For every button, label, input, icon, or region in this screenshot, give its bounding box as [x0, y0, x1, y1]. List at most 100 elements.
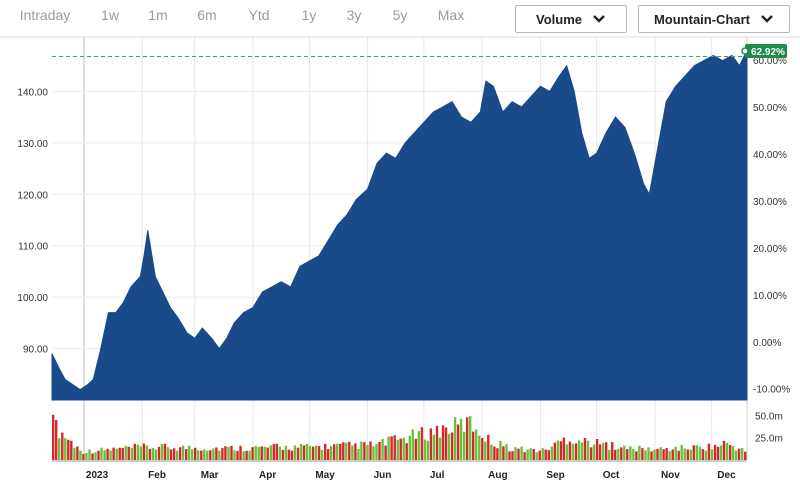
- axes: 90.00 100.00 110.00 120.00 130.00 140.00 -10.0…: [17, 56, 790, 481]
- volume-bar: [719, 445, 723, 460]
- volume-bar: [608, 449, 611, 460]
- volume-bar: [420, 427, 424, 460]
- volume-bar: [710, 449, 714, 460]
- tab-1y[interactable]: 1y: [301, 7, 317, 23]
- volume-bar: [239, 445, 242, 460]
- volume-bar: [82, 453, 85, 460]
- volume-bar: [70, 440, 73, 460]
- tab-5y[interactable]: 5y: [392, 7, 408, 23]
- volume-bar: [568, 441, 572, 460]
- volume-bar: [263, 446, 266, 460]
- tab-max[interactable]: Max: [437, 7, 465, 23]
- volume-bar: [611, 442, 614, 460]
- volume-bar: [178, 447, 182, 460]
- volume-bar: [707, 443, 711, 460]
- volume-bar: [411, 429, 414, 460]
- volume-bar: [695, 445, 698, 460]
- price-tick-label: 100.00: [17, 293, 48, 304]
- volume-bar: [139, 446, 142, 460]
- x-tick-label: Mar: [201, 470, 219, 481]
- volume-bar: [429, 428, 433, 460]
- volume-bar: [490, 444, 493, 460]
- volume-bar: [133, 443, 136, 460]
- tab-1m[interactable]: 1m: [148, 7, 168, 23]
- volume-bar: [505, 444, 508, 460]
- volume-bar: [453, 417, 457, 460]
- volume-bar: [432, 434, 436, 460]
- volume-bar: [266, 447, 269, 460]
- volume-bar: [556, 440, 559, 460]
- volume-bar: [369, 441, 372, 460]
- volume-bar: [496, 448, 499, 460]
- volume-bar: [662, 449, 665, 460]
- tab-6m[interactable]: 6m: [197, 7, 217, 23]
- volume-bar: [632, 449, 635, 460]
- volume-bar: [121, 447, 124, 460]
- volume-bar: [456, 424, 460, 460]
- tab-3y[interactable]: 3y: [346, 7, 362, 23]
- volume-bar: [197, 450, 200, 460]
- volume-bar: [200, 450, 203, 460]
- volume-bar: [523, 452, 526, 460]
- volume-bar: [647, 447, 650, 460]
- volume-bar: [52, 414, 55, 460]
- volume-bar: [671, 449, 674, 460]
- volume-bar: [378, 442, 381, 460]
- volume-bar: [115, 448, 118, 460]
- volume-bar: [293, 445, 297, 460]
- volume-bar: [166, 447, 170, 460]
- volume-bar: [641, 448, 644, 460]
- volume-bar: [629, 446, 632, 460]
- volume-bar: [580, 442, 584, 460]
- volume-bar: [124, 445, 127, 460]
- x-tick-label: Jul: [430, 470, 445, 481]
- volume-bar: [435, 425, 439, 460]
- volume-bar: [257, 446, 260, 460]
- volume-bar: [674, 446, 677, 460]
- volume-bar: [484, 441, 487, 460]
- volume-bar: [396, 439, 399, 460]
- volume-bar: [372, 446, 375, 460]
- volume-bar: [650, 451, 653, 460]
- x-tick-label: Aug: [488, 470, 507, 481]
- volume-bar: [689, 449, 692, 460]
- volume-bar: [185, 449, 188, 460]
- volume-dropdown[interactable]: Volume: [515, 5, 627, 33]
- volume-bar: [345, 442, 348, 460]
- price-tick-label: 130.00: [17, 139, 48, 150]
- volume-bar: [544, 449, 547, 460]
- volume-bar: [731, 446, 735, 460]
- volume-bar: [336, 443, 339, 460]
- x-tick-label: Nov: [661, 470, 680, 481]
- volume-bar: [423, 439, 427, 460]
- volume-bar: [538, 450, 541, 460]
- volume-bar: [744, 451, 747, 460]
- volume-bar: [644, 450, 647, 460]
- volume-bar: [469, 416, 472, 460]
- tab-1w[interactable]: 1w: [101, 7, 119, 23]
- volume-bar: [399, 438, 402, 460]
- volume-bar: [728, 445, 732, 460]
- change-badge-text: 62.92%: [751, 47, 785, 58]
- volume-bar: [272, 444, 275, 460]
- volume-bar: [145, 445, 149, 460]
- price-area-path: [51, 50, 748, 401]
- volume-bar: [517, 448, 520, 460]
- volume-bars: [52, 414, 747, 460]
- tab-ytd[interactable]: Ytd: [248, 7, 270, 23]
- volume-bar: [354, 443, 357, 460]
- price-area: [51, 50, 748, 401]
- volume-bar: [209, 450, 212, 460]
- volume-bar: [589, 447, 593, 460]
- volume-bar: [698, 446, 702, 460]
- volume-bar: [547, 450, 550, 460]
- volume-bar: [363, 442, 366, 460]
- chart-type-dropdown[interactable]: Mountain-Chart: [638, 5, 790, 33]
- volume-bar: [614, 449, 617, 460]
- tab-intraday[interactable]: Intraday: [19, 7, 71, 23]
- volume-bar: [375, 444, 378, 460]
- percent-tick-label: 20.00%: [753, 244, 787, 255]
- volume-bar: [260, 446, 263, 460]
- volume-bar: [559, 441, 563, 460]
